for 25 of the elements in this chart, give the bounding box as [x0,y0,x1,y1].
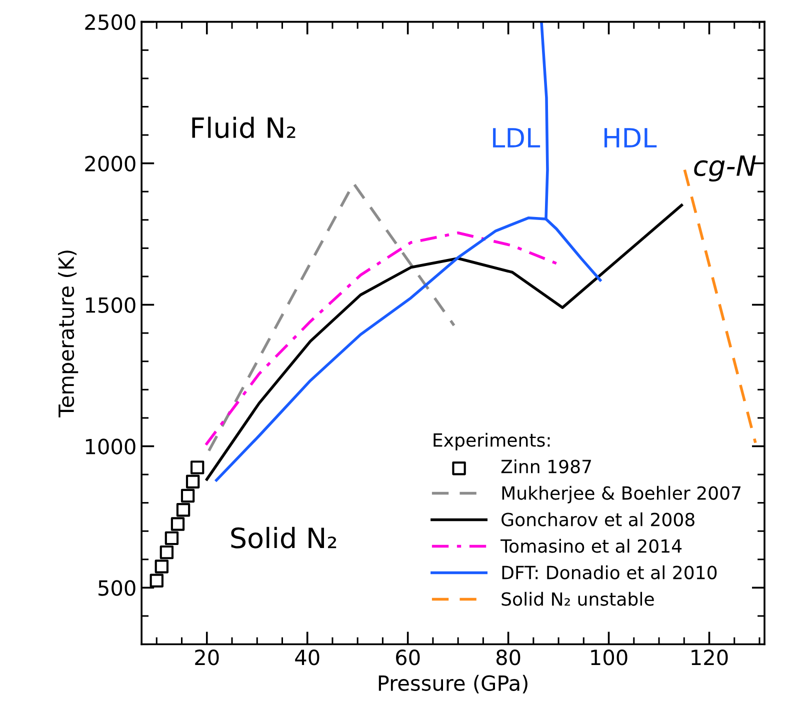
y-tick-label: 1000 [86,438,136,454]
legend-label: Goncharov et al 2008 [502,512,694,526]
x-tick-label: 40 [295,650,320,666]
annotation: HDL [604,128,657,148]
annotation: Solid N₂ [231,526,336,548]
y-tick-label: 2500 [85,14,136,30]
y-tick-label: 500 [98,580,136,596]
y-axis-title: Temperature (K) [58,250,78,418]
y-tick-label: 2000 [85,156,136,172]
y-tick-label: 1500 [86,297,136,313]
annotation: Fluid N₂ [192,116,296,138]
x-tick-label: 80 [496,650,520,666]
legend-label: Tomasino et al 2014 [500,538,682,553]
legend-label: DFT: Donadio et al 2010 [502,565,717,580]
x-tick-label: 60 [396,650,420,666]
legend-title: Experiments: [434,432,550,450]
legend-label: Zinn 1987 [501,459,591,474]
x-axis-title: Pressure (GPa) [378,674,528,694]
legend-label: Solid N₂ unstable [502,592,654,606]
annotation: LDL [493,128,540,148]
x-tick-label: 120 [692,650,728,666]
x-tick-label: 20 [195,650,219,666]
annotation: cg-N [694,156,756,182]
x-tick-label: 100 [591,650,628,666]
legend-label: Mukherjee & Boehler 2007 [502,486,740,504]
